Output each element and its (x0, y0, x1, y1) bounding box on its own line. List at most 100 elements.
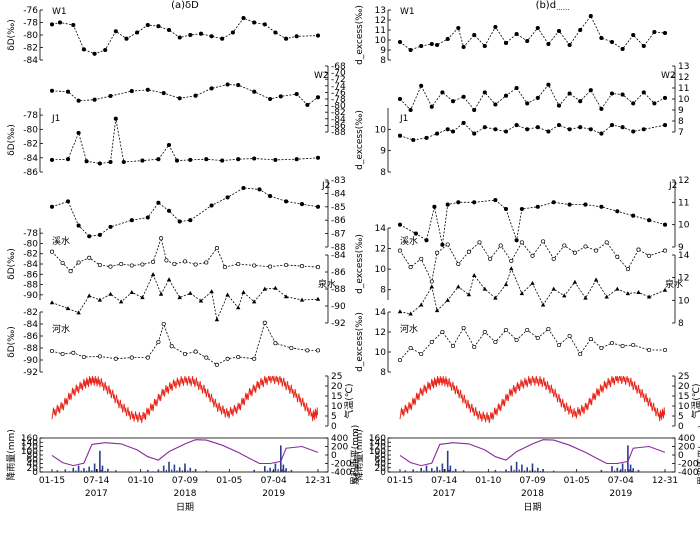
precip-bar (266, 470, 269, 472)
data-point (182, 259, 188, 264)
data-point (150, 272, 156, 277)
series-a-3: -83 -84 -85 -86 -87 -88 J2 (49, 176, 346, 253)
data-point (49, 22, 55, 27)
data-point (145, 215, 150, 220)
data-point (503, 327, 509, 333)
data-point (315, 95, 321, 100)
precip-bar (614, 470, 616, 472)
data-point (156, 157, 161, 162)
data-point (419, 351, 424, 357)
data-point (419, 43, 424, 49)
x-year-label: 2017 (433, 489, 456, 499)
y-tick-label: 13 (678, 62, 689, 72)
precip-bar (621, 463, 624, 472)
data-point (241, 290, 246, 294)
data-point (397, 309, 403, 314)
series-line (399, 122, 666, 141)
precip-tick-label: 100 (369, 447, 386, 457)
y-tick-label: -86 (23, 168, 38, 178)
data-point (535, 125, 540, 130)
data-point (450, 343, 456, 349)
data-point (397, 248, 403, 253)
data-point (97, 297, 103, 302)
data-point (222, 265, 227, 270)
x-year-label: 2019 (262, 489, 285, 499)
precip-frame (387, 437, 676, 473)
data-point (177, 96, 182, 101)
precip-bar (454, 468, 457, 472)
y-axis-label: d_excess(‰) (355, 5, 365, 65)
precip-bar (205, 470, 208, 472)
x-tick-label: 01-15 (387, 476, 413, 486)
data-point (503, 93, 509, 98)
series-line (399, 199, 666, 245)
precip-bar (531, 463, 534, 472)
precip-bar (459, 471, 461, 472)
y-tick-label: -82 (23, 308, 38, 318)
data-point (65, 306, 71, 311)
y-tick-label: -76 (331, 88, 346, 98)
y-tick-label: 8 (678, 319, 684, 329)
precip-bar (632, 468, 634, 472)
precip-tick-label: 60 (27, 455, 39, 465)
series-name-label: W2 (314, 71, 329, 81)
data-point (472, 32, 477, 38)
data-point (498, 243, 503, 248)
precip-bar (157, 469, 160, 472)
series-name-label: 泉水 (665, 278, 683, 290)
data-point (445, 36, 450, 42)
data-point (140, 295, 145, 300)
data-point (424, 238, 429, 243)
y-tick-label: -86 (23, 270, 38, 280)
data-point (241, 16, 246, 21)
data-point (445, 297, 450, 302)
data-point (294, 92, 299, 97)
data-point (509, 258, 514, 263)
data-point (209, 289, 214, 294)
data-point (193, 349, 198, 354)
data-point (419, 83, 424, 88)
data-point (588, 127, 593, 132)
y-tick-label: 12 (375, 245, 386, 255)
data-point (647, 347, 652, 353)
data-point (440, 242, 445, 247)
temperature-tick-label: 25 (678, 372, 689, 382)
data-point (262, 22, 267, 27)
series-line (51, 273, 319, 321)
y-tick-label: -78 (23, 111, 38, 121)
series-line (399, 240, 666, 283)
y-tick-label: -68 (331, 62, 346, 72)
data-point (567, 42, 572, 48)
data-point (172, 261, 177, 267)
data-point (220, 158, 225, 163)
precip-bar (101, 465, 104, 472)
data-point (156, 200, 161, 205)
series-name-label: 河水 (52, 323, 70, 335)
precip-bar (274, 463, 277, 472)
data-point (578, 125, 583, 130)
y-tick-label: -84 (23, 260, 38, 270)
precip-bar (637, 469, 640, 472)
data-point (273, 30, 278, 35)
y-tick-label: -82 (23, 44, 38, 54)
precip-bar (277, 469, 279, 472)
temperature-line (399, 375, 666, 424)
data-point (450, 129, 456, 134)
x-year-label: 2017 (85, 489, 108, 499)
data-point (151, 259, 156, 264)
data-point (525, 101, 530, 106)
data-point (57, 20, 63, 25)
data-point (273, 157, 278, 162)
data-point (97, 262, 102, 268)
data-point (625, 291, 631, 296)
precip-bar (416, 471, 418, 472)
data-point (241, 185, 246, 191)
data-point (204, 260, 209, 265)
data-point (519, 206, 524, 212)
data-point (588, 88, 593, 93)
data-point (530, 280, 535, 285)
temperature-tick-label: 25 (331, 372, 342, 382)
data-point (113, 29, 118, 34)
data-point (119, 261, 124, 267)
data-point (76, 223, 81, 228)
